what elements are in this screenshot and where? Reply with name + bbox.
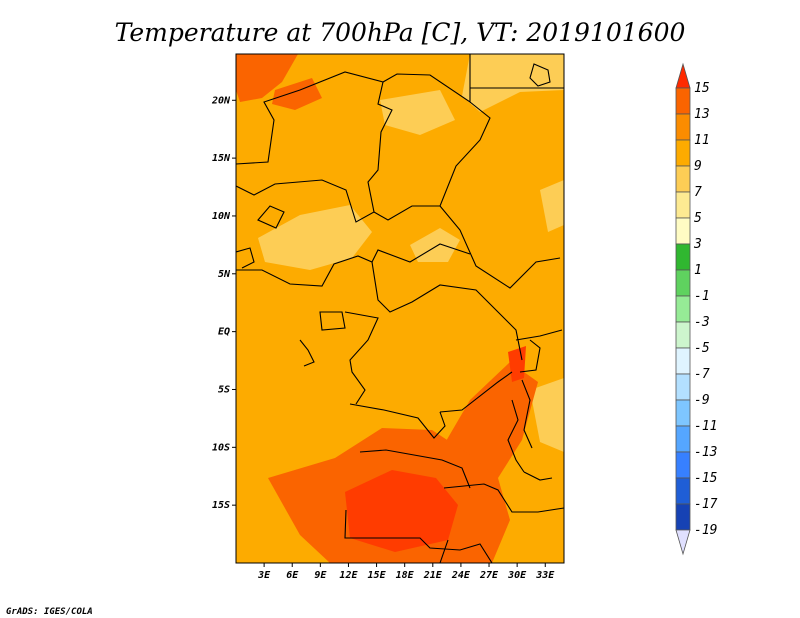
colorbar-label: -17 bbox=[694, 497, 718, 512]
x-tick-label: 30E bbox=[507, 570, 527, 581]
x-tick-label: 21E bbox=[423, 570, 443, 581]
colorbar-label: 5 bbox=[694, 211, 702, 226]
colorbar-swatch bbox=[675, 243, 691, 271]
colorbar-swatch bbox=[675, 139, 691, 167]
x-tick-label: 9E bbox=[314, 570, 327, 581]
colorbar-swatch bbox=[675, 321, 691, 349]
colorbar-swatch bbox=[675, 217, 691, 245]
colorbar-label: 1 bbox=[694, 263, 702, 278]
map-region-east-rift bbox=[442, 362, 538, 478]
colorbar-label: -13 bbox=[694, 445, 717, 460]
credit-label: GrADS: IGES/COLA bbox=[6, 607, 93, 617]
colorbar: 15 13 11 9 7 5 3 1 -1 -3 -5 -7 -9 -11 -13 -15 -17 -19 bbox=[675, 62, 718, 556]
y-tick-label: 10N bbox=[212, 211, 231, 222]
colorbar-label: 13 bbox=[694, 107, 710, 122]
x-tick-label: 33E bbox=[535, 570, 555, 581]
colorbar-label: -5 bbox=[694, 341, 710, 356]
colorbar-label: -15 bbox=[694, 471, 718, 486]
plot-frame bbox=[235, 53, 565, 564]
colorbar-label: -19 bbox=[694, 523, 717, 538]
colorbar-swatch bbox=[675, 295, 691, 323]
map-region-west-central-band bbox=[258, 205, 372, 270]
x-tick-label: 27E bbox=[479, 570, 499, 581]
map-region-northeast bbox=[380, 90, 455, 135]
colorbar-swatch bbox=[675, 503, 691, 531]
colorbar-label: -7 bbox=[694, 367, 710, 382]
colorbar-swatch bbox=[675, 425, 691, 453]
map-region-west-central-band bbox=[410, 228, 460, 262]
country-borders bbox=[236, 54, 564, 563]
x-tick-label: 18E bbox=[396, 570, 415, 581]
y-tick-label: 20N bbox=[211, 95, 231, 106]
y-tick-label: 15S bbox=[212, 500, 230, 511]
colorbar-label: 7 bbox=[694, 185, 702, 200]
y-tick-label: EQ bbox=[218, 327, 230, 338]
y-axis: 20N 15N 10N 5N EQ 5S 10S 15S bbox=[211, 95, 236, 511]
map-region-southern-high bbox=[345, 470, 458, 552]
chart-title: Temperature at 700hPa [C], VT: 201910160… bbox=[115, 18, 686, 47]
colorbar-label: 15 bbox=[694, 81, 710, 96]
x-tick-label: 6E bbox=[286, 570, 299, 581]
y-tick-label: 5S bbox=[218, 384, 230, 395]
colorbar-swatch bbox=[675, 399, 691, 427]
map-region-northeast bbox=[540, 180, 564, 232]
y-tick-label: 10S bbox=[212, 442, 230, 453]
colorbar-label: 9 bbox=[694, 159, 702, 174]
colorbar-arrow-top bbox=[675, 62, 691, 89]
colorbar-swatch bbox=[675, 191, 691, 219]
colorbar-swatch bbox=[675, 347, 691, 375]
map-region-northeast bbox=[462, 54, 564, 112]
colorbar-swatch bbox=[675, 451, 691, 479]
colorbar-label: -3 bbox=[694, 315, 710, 330]
colorbar-swatch bbox=[675, 477, 691, 505]
colorbar-label: -9 bbox=[694, 393, 710, 408]
map-region-northwest-warm bbox=[236, 54, 298, 102]
x-axis: 3E 6E 9E 12E 15E 18E 21E 24E 27E 30E 33E bbox=[257, 563, 555, 581]
x-tick-label: 3E bbox=[257, 570, 271, 581]
y-tick-label: 15N bbox=[212, 153, 231, 164]
y-tick-label: 5N bbox=[218, 269, 231, 280]
colorbar-label: 11 bbox=[694, 133, 710, 148]
colorbar-swatch bbox=[675, 113, 691, 141]
colorbar-label: 3 bbox=[693, 237, 702, 252]
x-tick-label: 15E bbox=[368, 570, 387, 581]
x-tick-label: 12E bbox=[339, 570, 358, 581]
colorbar-label: -1 bbox=[694, 289, 710, 304]
colorbar-swatch bbox=[675, 269, 691, 297]
colorbar-label: -11 bbox=[694, 419, 717, 434]
map-region-northeast bbox=[530, 378, 564, 452]
x-tick-label: 24E bbox=[451, 570, 471, 581]
colorbar-swatch bbox=[675, 165, 691, 193]
temperature-map bbox=[236, 54, 564, 563]
colorbar-arrow-bottom bbox=[675, 529, 691, 556]
colorbar-swatch bbox=[675, 373, 691, 401]
colorbar-swatch bbox=[675, 87, 691, 115]
